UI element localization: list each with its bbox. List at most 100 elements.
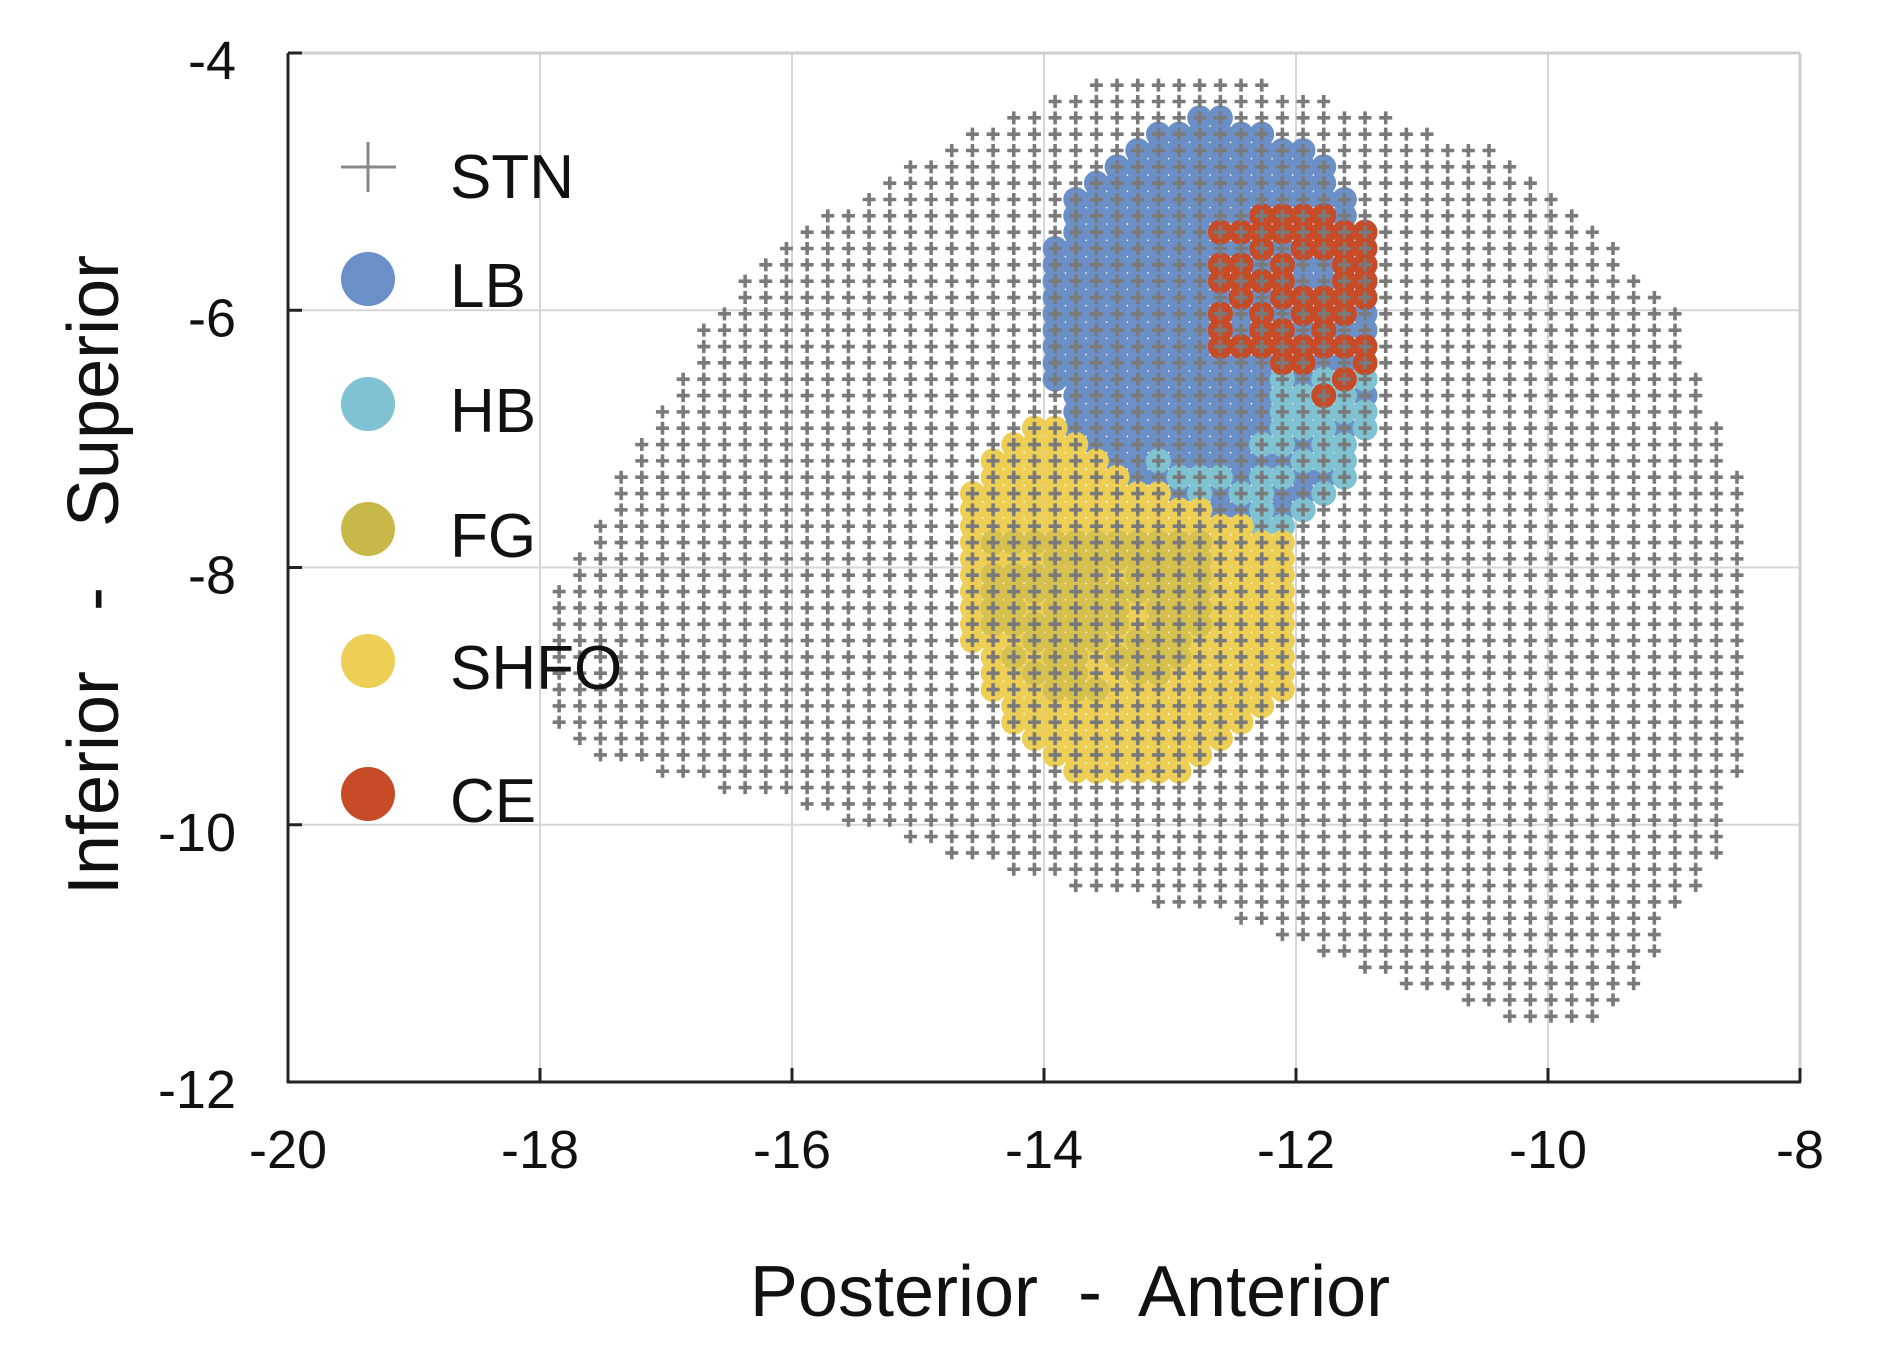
- stn-point: [676, 389, 690, 403]
- stn-point: [1089, 715, 1103, 729]
- stn-point: [1606, 454, 1620, 468]
- stn-point: [1606, 536, 1620, 550]
- stn-point: [1337, 813, 1351, 827]
- stn-point: [1317, 797, 1331, 811]
- stn-point: [800, 307, 814, 321]
- stn-point: [1089, 405, 1103, 419]
- stn-point: [1689, 487, 1703, 501]
- stn-point: [1007, 143, 1021, 157]
- stn-point: [593, 683, 607, 697]
- stn-point: [1730, 732, 1744, 746]
- stn-point: [1399, 176, 1413, 190]
- stn-point: [1193, 454, 1207, 468]
- stn-point: [1275, 585, 1289, 599]
- stn-point: [593, 699, 607, 713]
- stn-point: [1007, 111, 1021, 125]
- stn-point: [1523, 405, 1537, 419]
- stn-point: [1317, 372, 1331, 386]
- stn-point: [1544, 666, 1558, 680]
- stn-point: [1420, 879, 1434, 893]
- stn-point: [1358, 699, 1372, 713]
- stn-point: [717, 699, 731, 713]
- stn-point: [1255, 340, 1269, 354]
- stn-point: [1399, 568, 1413, 582]
- stn-point: [1730, 601, 1744, 615]
- stn-point: [821, 274, 835, 288]
- stn-point: [779, 699, 793, 713]
- stn-point: [593, 519, 607, 533]
- stn-point: [1131, 732, 1145, 746]
- stn-point: [1585, 536, 1599, 550]
- stn-point: [862, 340, 876, 354]
- stn-point: [1275, 160, 1289, 174]
- stn-point: [1337, 552, 1351, 566]
- stn-point: [841, 748, 855, 762]
- stn-point: [1255, 291, 1269, 305]
- stn-point: [1234, 454, 1248, 468]
- stn-point: [1420, 699, 1434, 713]
- stn-point: [1275, 225, 1289, 239]
- stn-point: [1213, 274, 1227, 288]
- stn-point: [841, 699, 855, 713]
- stn-point: [924, 601, 938, 615]
- stn-point: [1193, 225, 1207, 239]
- stn-point: [717, 552, 731, 566]
- stn-point: [1606, 421, 1620, 435]
- stn-point: [903, 291, 917, 305]
- stn-point: [1627, 846, 1641, 860]
- stn-point: [1627, 830, 1641, 844]
- stn-point: [1069, 143, 1083, 157]
- stn-point: [1565, 487, 1579, 501]
- stn-point: [1110, 487, 1124, 501]
- stn-point: [1668, 470, 1682, 484]
- stn-point: [1110, 438, 1124, 452]
- stn-point: [635, 617, 649, 631]
- stn-point: [924, 193, 938, 207]
- stn-point: [1151, 650, 1165, 664]
- stn-point: [1337, 209, 1351, 223]
- stn-point: [1709, 617, 1723, 631]
- stn-point: [1668, 846, 1682, 860]
- stn-point: [862, 258, 876, 272]
- stn-point: [1565, 911, 1579, 925]
- stn-point: [1069, 748, 1083, 762]
- stn-point: [1482, 503, 1496, 517]
- stn-point: [738, 356, 752, 370]
- stn-point: [1089, 487, 1103, 501]
- stn-point: [1647, 421, 1661, 435]
- stn-point: [1544, 209, 1558, 223]
- stn-point: [1503, 389, 1517, 403]
- stn-point: [1668, 650, 1682, 664]
- stn-point: [697, 323, 711, 337]
- stn-point: [965, 846, 979, 860]
- stn-point: [1255, 813, 1269, 827]
- stn-point: [1461, 536, 1475, 550]
- stn-point: [1069, 601, 1083, 615]
- stn-point: [1255, 666, 1269, 680]
- stn-point: [1089, 340, 1103, 354]
- stn-point: [1606, 862, 1620, 876]
- stn-point: [1482, 176, 1496, 190]
- stn-point: [883, 601, 897, 615]
- stn-point: [717, 519, 731, 533]
- stn-point: [759, 552, 773, 566]
- stn-point: [1420, 944, 1434, 958]
- stn-point: [800, 781, 814, 795]
- stn-point: [697, 454, 711, 468]
- stn-point: [1048, 846, 1062, 860]
- stn-point: [552, 699, 566, 713]
- stn-point: [841, 617, 855, 631]
- stn-point: [1420, 519, 1434, 533]
- stn-point: [738, 291, 752, 305]
- stn-point: [1275, 715, 1289, 729]
- stn-point: [1523, 291, 1537, 305]
- stn-point: [1172, 519, 1186, 533]
- stn-point: [1441, 666, 1455, 680]
- stn-point: [1689, 650, 1703, 664]
- stn-point: [1069, 438, 1083, 452]
- stn-point: [1709, 650, 1723, 664]
- stn-point: [862, 617, 876, 631]
- stn-point: [1503, 617, 1517, 631]
- stn-point: [841, 307, 855, 321]
- stn-point: [1069, 405, 1083, 419]
